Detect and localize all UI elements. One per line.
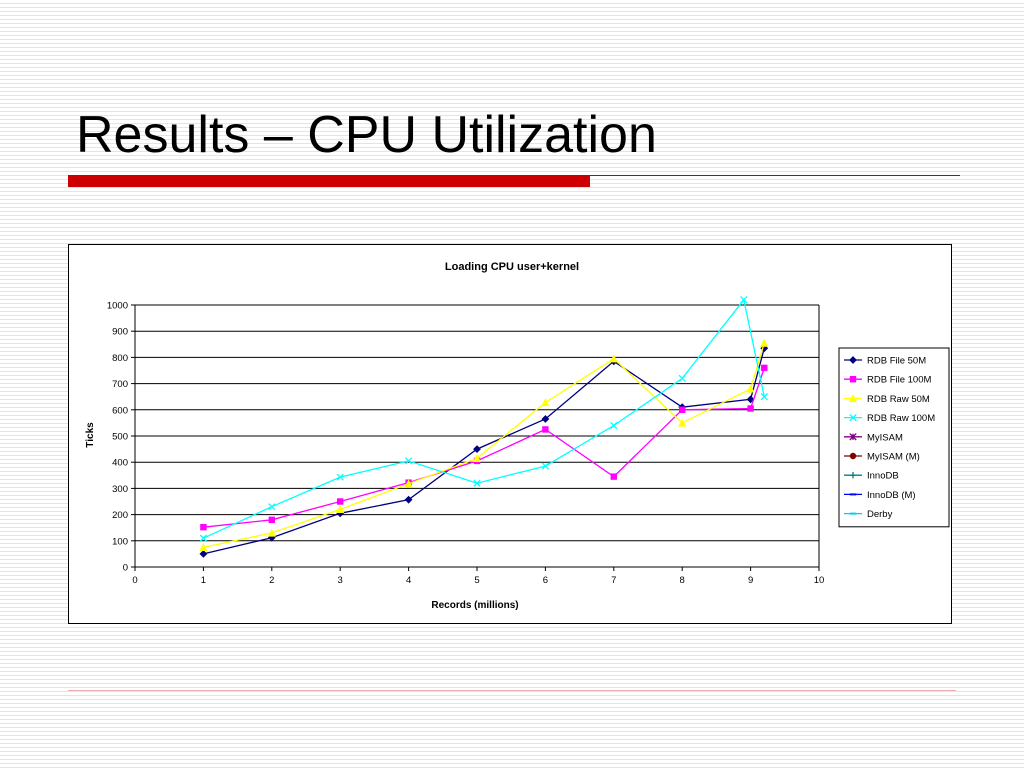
data-point (541, 398, 550, 407)
data-point (268, 503, 276, 511)
y-axis-label: Ticks (85, 422, 96, 448)
data-point (404, 457, 413, 465)
y-tick-label: 600 (112, 405, 128, 416)
footer-rule (68, 690, 956, 691)
data-point (268, 516, 275, 524)
legend-label: InnoDB (867, 471, 899, 482)
legend-label: InnoDB (M) (867, 490, 916, 501)
series-line (203, 298, 765, 539)
data-point (267, 528, 276, 537)
data-point (760, 338, 769, 347)
series-line (203, 348, 765, 555)
data-point (542, 426, 549, 433)
x-tick-label: 6 (543, 575, 548, 586)
legend-label: MyISAM (867, 432, 903, 443)
x-tick-label: 0 (132, 575, 137, 586)
data-point (472, 453, 482, 462)
legend-swatch-marker (849, 452, 857, 460)
legend-swatch-marker (849, 376, 857, 383)
data-point (747, 405, 754, 412)
series-line (203, 367, 765, 528)
data-point (609, 354, 618, 363)
data-point (761, 364, 768, 372)
data-point (473, 479, 481, 487)
data-point (678, 374, 686, 383)
x-tick-label: 3 (338, 575, 343, 586)
series-line (203, 342, 765, 549)
x-axis-label: Records (millions) (431, 600, 518, 611)
line-chart: Loading CPU user+kernel Records (million… (85, 261, 950, 611)
y-tick-label: 400 (112, 458, 128, 469)
data-point (746, 395, 755, 404)
data-point (404, 495, 413, 504)
title-underline-rule (590, 175, 960, 176)
y-tick-label: 900 (112, 327, 128, 338)
data-point (679, 406, 686, 413)
legend-label: MyISAM (M) (867, 452, 920, 463)
chart-title: Loading CPU user+kernel (445, 261, 579, 273)
data-point (336, 505, 345, 514)
data-point (199, 549, 208, 558)
x-tick-label: 10 (814, 575, 825, 586)
data-point (610, 473, 617, 480)
y-tick-label: 700 (112, 379, 128, 390)
data-point (337, 498, 344, 505)
legend-swatch-marker (849, 512, 857, 515)
data-point (760, 344, 769, 353)
x-tick-label: 5 (474, 575, 479, 586)
legend-label: RDB File 50M (867, 356, 926, 367)
legend-label: RDB Raw 50M (867, 394, 930, 405)
y-tick-label: 200 (112, 510, 128, 521)
legend-swatch-marker (848, 394, 858, 403)
chart-frame: Loading CPU user+kernel Records (million… (68, 244, 952, 624)
legend-label: RDB File 100M (867, 375, 931, 386)
y-tick-label: 800 (112, 353, 128, 364)
x-tick-label: 4 (406, 575, 411, 586)
data-point (200, 523, 207, 531)
data-point (336, 473, 344, 481)
data-point (746, 384, 755, 393)
x-tick-label: 1 (201, 575, 206, 586)
data-point (740, 296, 748, 304)
y-tick-label: 300 (112, 484, 128, 495)
data-point (404, 479, 413, 488)
slide-title: Results – CPU Utilization (76, 106, 657, 164)
data-point (678, 418, 687, 427)
data-point (541, 462, 550, 470)
legend-swatch-marker (849, 413, 857, 422)
x-tick-label: 8 (680, 575, 685, 586)
legend-swatch-marker (849, 493, 857, 496)
legend-swatch-marker (849, 472, 857, 479)
title-underline-bar (68, 175, 590, 187)
x-tick-label: 7 (611, 575, 616, 586)
data-point (199, 534, 208, 542)
y-tick-label: 0 (123, 563, 128, 574)
legend-label: RDB Raw 100M (867, 413, 935, 424)
y-tick-label: 500 (112, 432, 128, 443)
data-point (199, 543, 208, 552)
data-point (473, 445, 481, 454)
data-point (610, 421, 618, 430)
data-point (541, 415, 550, 423)
x-tick-label: 2 (269, 575, 274, 586)
x-tick-label: 9 (748, 575, 753, 586)
data-point (760, 393, 768, 401)
legend-swatch-marker (849, 433, 857, 441)
legend-swatch-marker (849, 356, 857, 364)
legend-label: Derby (867, 509, 893, 520)
y-tick-label: 1000 (107, 301, 128, 312)
y-tick-label: 100 (112, 536, 128, 547)
